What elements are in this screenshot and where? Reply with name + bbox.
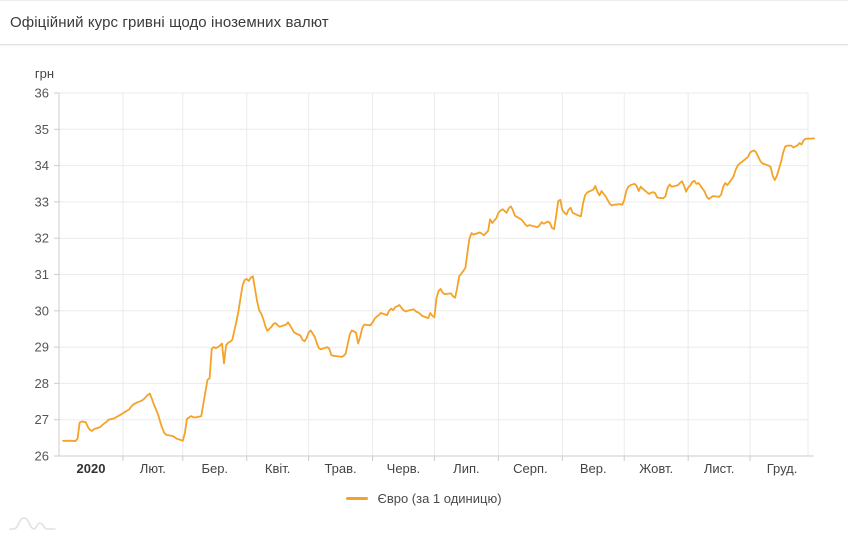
x-tick-label: 2020	[77, 461, 106, 476]
watermark-logo-icon	[9, 517, 56, 530]
y-tick-label: 35	[35, 122, 49, 137]
x-tick-label: Жовт.	[639, 461, 673, 476]
x-tick-label: Серп.	[513, 461, 548, 476]
y-tick-label: 34	[35, 158, 49, 173]
x-tick-label: Груд.	[767, 461, 798, 476]
page-title: Офіційний курс гривні щодо іноземних вал…	[10, 14, 329, 31]
y-tick-label: 32	[35, 231, 49, 246]
y-axis-unit-label: грн	[35, 66, 54, 81]
y-tick-label: 36	[35, 86, 49, 101]
chart-canvas[interactable]: 26 27 28 29 30 31 32 33 34 35 36 грн 2020 Лют. Бер. Кві…	[0, 45, 848, 485]
y-tick-label: 27	[35, 412, 49, 427]
legend-line-swatch	[346, 497, 369, 500]
y-tick-label: 30	[35, 303, 49, 318]
x-tick-label: Лип.	[453, 461, 479, 476]
y-tick-label: 33	[35, 194, 49, 209]
x-tick-label: Трав.	[324, 461, 356, 476]
y-tick-label: 29	[35, 340, 49, 355]
header: Офіційний курс гривні щодо іноземних вал…	[0, 1, 848, 45]
x-tick-label: Квіт.	[265, 461, 291, 476]
y-tick-label: 28	[35, 376, 49, 391]
legend-label: Євро (за 1 одиницю)	[377, 491, 502, 506]
chart-legend[interactable]: Євро (за 1 одиницю)	[0, 491, 848, 506]
x-tick-label: Вер.	[580, 461, 607, 476]
exchange-rate-chart: 26 27 28 29 30 31 32 33 34 35 36 грн 2020 Лют. Бер. Кві…	[0, 45, 848, 537]
x-tick-label: Лют.	[140, 461, 166, 476]
series-line-euro	[62, 137, 815, 443]
x-tick-label: Бер.	[201, 461, 228, 476]
y-tick-label: 26	[35, 449, 49, 464]
x-tick-label: Лист.	[704, 461, 734, 476]
x-tick-label: Черв.	[387, 461, 421, 476]
y-tick-label: 31	[35, 267, 49, 282]
